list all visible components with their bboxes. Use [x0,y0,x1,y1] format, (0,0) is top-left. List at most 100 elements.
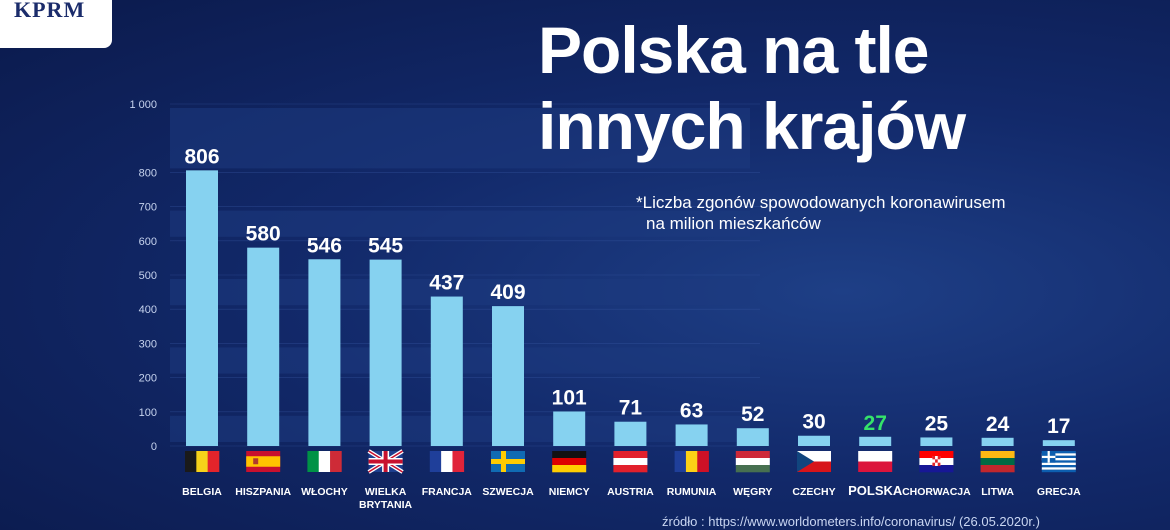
flag-part [935,459,938,463]
bar-value-label: 545 [368,235,403,258]
flag-part [685,451,698,472]
flag-icon [613,451,648,473]
flag-part [980,451,1015,459]
bar-value-label: 63 [680,399,703,422]
flag-part [858,451,893,462]
bar [492,306,524,446]
y-tick-label: 300 [139,338,157,350]
title-line-1: Polska na tle [538,13,930,87]
flag-part [797,461,831,472]
category-label: BELGIA [182,486,222,498]
flag-icon [185,451,220,472]
flag-part [441,451,453,472]
bar [614,421,647,446]
bar-value-label: 101 [552,386,587,409]
flag-part [919,465,954,473]
flag-icon [797,451,831,472]
y-tick-label: 400 [139,304,157,316]
category-label-line: BRYTANIA [359,499,412,511]
page-title: Polska na tle innych krajów [538,12,1138,164]
bar [920,437,953,446]
flag-icon [1041,451,1076,473]
flag-part [318,451,331,472]
bar-value-label: 580 [246,223,281,246]
flag-part [185,451,197,472]
bar [859,436,892,446]
flag-part [552,465,587,473]
title-line-2: innych krajów [538,89,966,163]
subtitle-line-2: na milion mieszkańców [646,214,821,233]
category-label: WĘGRY [733,486,772,498]
bar [430,296,463,446]
flag-part [552,451,587,459]
category-label-line: WIELKA [365,486,407,498]
flag-part [858,461,893,472]
flag-part [980,458,1015,466]
grid-band [170,108,750,169]
bar [1042,440,1075,446]
flag-part [246,456,281,467]
category-label: POLSKA [848,483,903,498]
flag-part [735,451,770,459]
flag-part [1041,469,1076,473]
flag-icon [674,451,709,472]
bar-value-label: 546 [307,234,342,257]
flag-part [797,451,831,462]
category-label: NIEMCY [549,486,590,498]
category-label: AUSTRIA [607,486,654,498]
flag-part [937,456,941,460]
kprm-logo: KPRM [0,0,112,48]
bar-value-label: 17 [1047,415,1070,438]
flag-part [797,451,814,472]
y-tick-label: 500 [139,270,157,282]
flag-icon [735,451,770,473]
bar [675,424,708,446]
bar [981,437,1014,446]
y-tick-label: 100 [139,407,157,419]
flag-icon [307,451,342,472]
bar [553,411,586,446]
bar-value-label: 409 [490,281,525,304]
flag-part [1041,455,1056,459]
flag-part [1041,458,1076,461]
y-tick-label: 800 [139,167,157,179]
category-label: WŁOCHY [301,486,348,498]
flag-part [735,465,770,473]
flag-part [613,465,648,473]
bar-value-label: 25 [925,412,949,435]
bar [308,259,341,446]
source-note: źródło : https://www.worldometers.info/c… [662,514,1040,529]
flag-part [1041,460,1076,463]
flag-part [452,451,465,472]
flag-part [1041,462,1076,466]
bar-value-label: 27 [864,412,887,435]
flag-part [613,458,648,466]
flag-part [919,451,954,459]
flag-part [937,462,941,466]
flag-part [1041,455,1076,459]
category-label: WIELKA BRYTANIA [359,486,412,511]
category-label: FRANCJA [422,486,473,498]
y-tick-label: 0 [151,441,157,453]
bar [247,247,280,446]
flag-part [932,456,936,460]
flag-part [196,451,208,472]
chart-subtitle: *Liczba zgonów spowodowanych koronawirus… [636,192,1116,234]
flag-part [1041,467,1076,470]
grid-band [170,210,750,237]
flag-icon [552,451,587,473]
category-label: SZWECJA [482,486,534,498]
flag-part [368,459,403,464]
bar-value-label: 30 [802,411,825,434]
flag-icon [980,451,1015,473]
bar-value-label: 24 [986,413,1010,436]
flag-part [735,458,770,466]
flag-part [429,451,442,472]
bar [186,170,218,446]
category-label: LITWA [981,486,1014,498]
flag-part [1041,451,1076,454]
bar-value-label: 437 [429,272,464,295]
flag-part [613,451,648,459]
